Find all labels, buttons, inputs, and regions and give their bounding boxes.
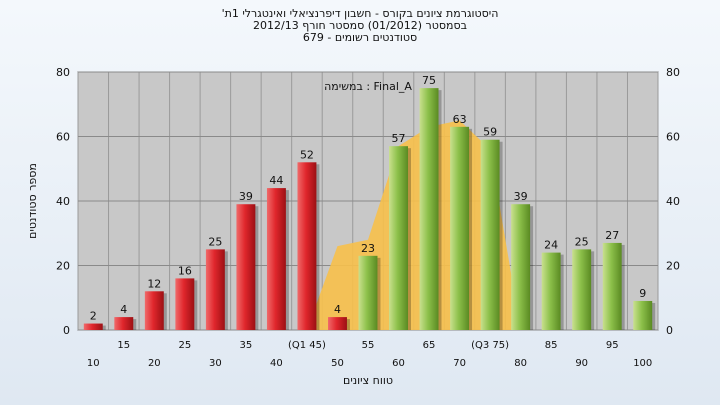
x-tick-label: 15 xyxy=(117,340,130,351)
distribution-area xyxy=(93,120,643,330)
x-tick-label: 10 xyxy=(87,358,100,369)
bar xyxy=(602,242,622,330)
bar-value-label: 9 xyxy=(639,287,646,300)
bar xyxy=(175,278,195,330)
y-tick-left: 40 xyxy=(56,195,70,208)
bar-value-label: 2 xyxy=(90,310,97,323)
bar xyxy=(480,139,500,330)
y-tick-left: 0 xyxy=(63,324,70,337)
x-tick-label: (Q3 75) xyxy=(471,340,509,351)
y-tick-left: 80 xyxy=(56,66,70,79)
x-tick-label: (Q1 45) xyxy=(288,340,326,351)
bar-value-label: 25 xyxy=(575,235,589,248)
bar xyxy=(236,204,256,330)
y-tick-left: 20 xyxy=(56,260,70,273)
bar-value-label: 52 xyxy=(300,148,314,161)
chart-title: 'היסטוגרמת ציונים בקורס - חשבון דיפרנציא… xyxy=(221,7,499,20)
bar xyxy=(511,204,531,330)
bar-value-label: 57 xyxy=(392,132,406,145)
bar-value-label: 39 xyxy=(239,190,253,203)
y-tick-right: 40 xyxy=(666,195,680,208)
chart-titles: 'היסטוגרמת ציונים בקורס - חשבון דיפרנציא… xyxy=(0,8,720,44)
bar-value-label: 39 xyxy=(514,190,528,203)
bar-value-label: 44 xyxy=(269,174,283,187)
x-tick-label: 90 xyxy=(575,358,588,369)
bar xyxy=(358,255,378,330)
x-tick-label: 55 xyxy=(362,340,375,351)
bar-value-label: 63 xyxy=(453,113,467,126)
y-tick-right: 0 xyxy=(666,324,673,337)
bar-value-label: 59 xyxy=(483,126,497,139)
bar xyxy=(389,146,408,330)
bar-value-label: 23 xyxy=(361,242,375,255)
x-tick-label: 65 xyxy=(423,340,436,351)
bar xyxy=(205,249,225,330)
bar xyxy=(266,188,286,330)
chart-subtitle-semester: בסמסטר (01/2012) סמסטר חורף 2012/13 xyxy=(253,19,467,32)
bar xyxy=(450,126,470,330)
y-tick-right: 20 xyxy=(666,260,680,273)
bar xyxy=(328,317,347,330)
bar xyxy=(541,252,561,330)
bar-value-label: 75 xyxy=(422,74,436,87)
bar xyxy=(114,317,134,330)
bar xyxy=(633,300,653,330)
x-tick-label: 30 xyxy=(209,358,222,369)
y-axis-title: מספר סטודנטים xyxy=(26,163,39,239)
x-tick-label: 50 xyxy=(331,358,344,369)
x-tick-label: 40 xyxy=(270,358,283,369)
bar-value-label: 4 xyxy=(334,303,341,316)
bar-value-label: 25 xyxy=(208,235,222,248)
x-tick-label: 80 xyxy=(514,358,527,369)
x-tick-label: 70 xyxy=(453,358,466,369)
bar xyxy=(419,88,439,330)
y-tick-right: 60 xyxy=(666,131,680,144)
y-tick-left: 60 xyxy=(56,131,70,144)
chart-annotation: במשימה : Final_A xyxy=(324,80,412,93)
bar-value-label: 4 xyxy=(120,303,127,316)
bar xyxy=(144,291,164,330)
bar xyxy=(297,162,317,330)
x-axis-title: טווח ציונים xyxy=(343,374,393,387)
x-tick-label: 60 xyxy=(392,358,405,369)
chart-subtitle-registered: סטודנטים רשומים - 679 xyxy=(302,31,418,44)
x-tick-label: 35 xyxy=(240,340,253,351)
x-tick-label: 20 xyxy=(148,358,161,369)
x-tick-label: 100 xyxy=(633,358,652,369)
bar-value-label: 12 xyxy=(147,277,161,290)
bar xyxy=(572,249,592,330)
bar-value-label: 27 xyxy=(605,229,619,242)
bar xyxy=(83,323,103,330)
bar-value-label: 16 xyxy=(178,264,192,277)
bar-value-label: 24 xyxy=(544,239,558,252)
x-tick-label: 85 xyxy=(545,340,558,351)
x-tick-label: 25 xyxy=(178,340,191,351)
y-tick-right: 80 xyxy=(666,66,680,79)
x-tick-label: 95 xyxy=(606,340,619,351)
